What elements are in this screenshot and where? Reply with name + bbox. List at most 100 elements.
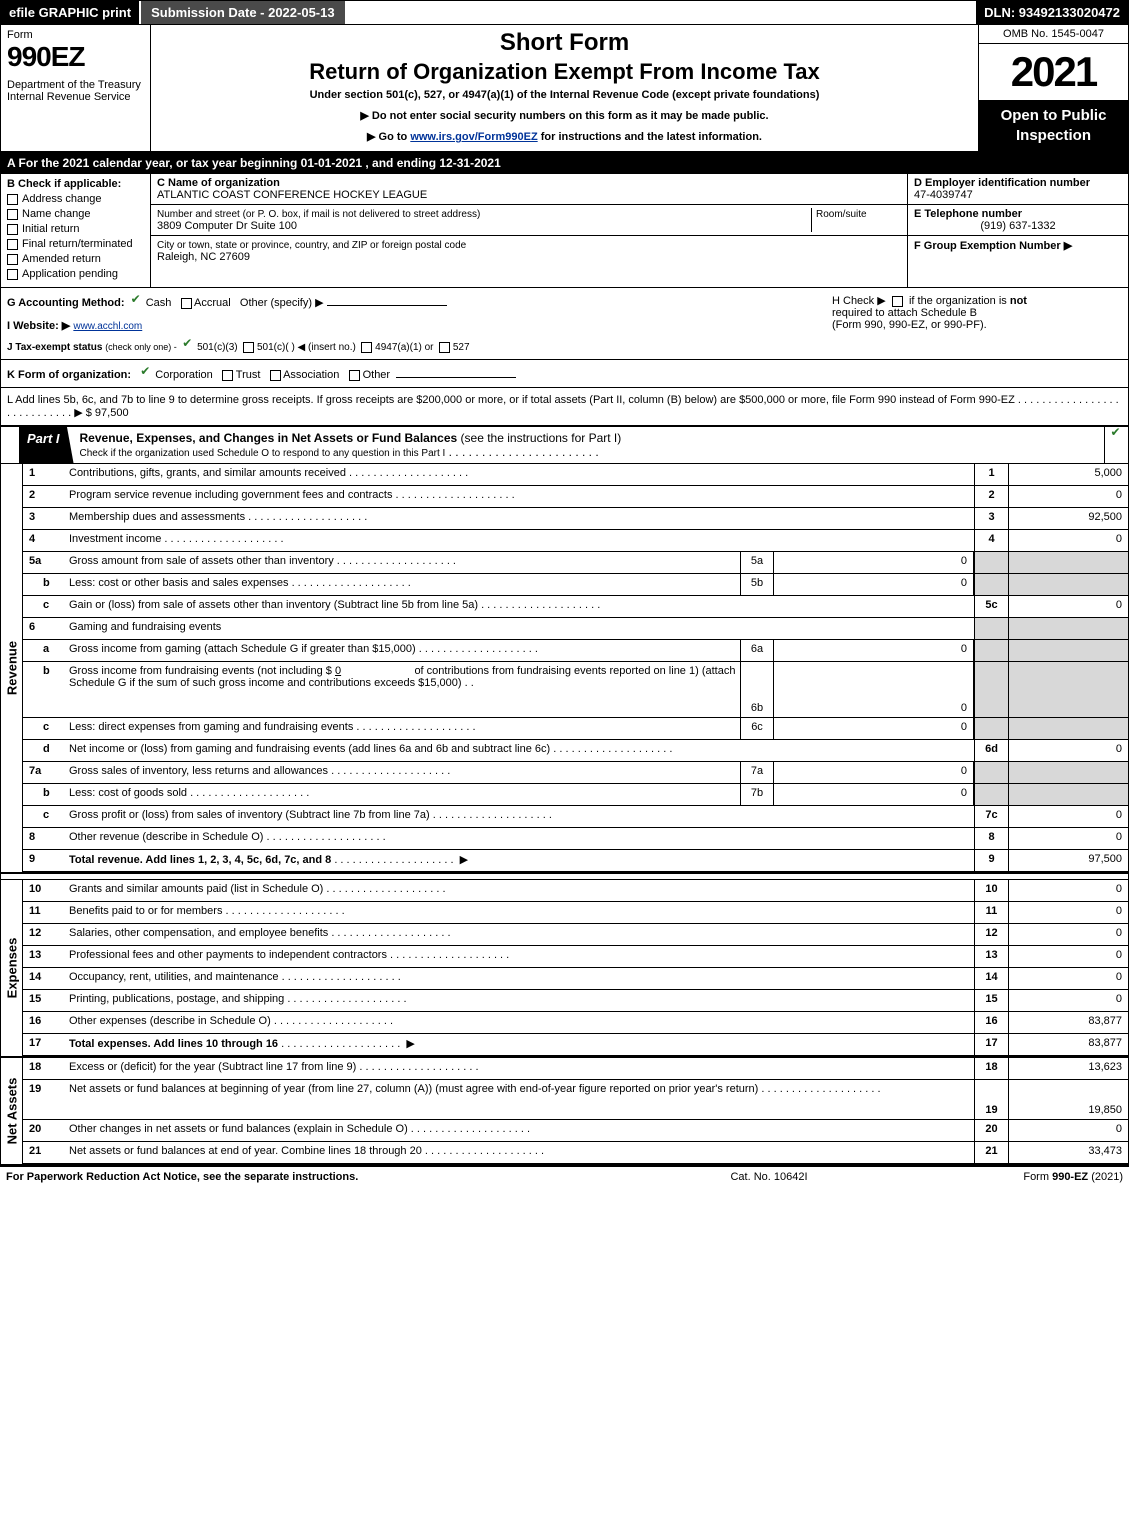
table-row: 20 Other changes in net assets or fund b… [23,1120,1128,1142]
line-k: K Form of organization: Corporation Trus… [1,360,1128,388]
header-center: Short Form Return of Organization Exempt… [151,25,978,151]
irs-link[interactable]: www.irs.gov/Form990EZ [410,131,537,143]
mid-val: 0 [774,718,974,739]
checkbox-icon[interactable] [892,296,903,307]
line-desc: Program service revenue including govern… [65,486,974,507]
checkbox-icon[interactable] [349,370,360,381]
chk-initial-return[interactable]: Initial return [7,223,144,235]
checkmark-icon [140,366,152,378]
table-row: 19 Net assets or fund balances at beginn… [23,1080,1128,1120]
note-goto: ▶ Go to www.irs.gov/Form990EZ for instru… [157,130,972,143]
other-org-input[interactable] [396,377,516,378]
col-cde: C Name of organization ATLANTIC COAST CO… [151,174,1128,287]
line-right-num: 9 [974,850,1008,871]
line-desc: Grants and similar amounts paid (list in… [65,880,974,901]
line-right-val: 83,877 [1008,1012,1128,1033]
table-row: 9 Total revenue. Add lines 1, 2, 3, 4, 5… [23,850,1128,872]
line-number: 15 [23,990,65,1011]
line-desc: Gaming and fundraising events [65,618,974,639]
table-row: 15 Printing, publications, postage, and … [23,990,1128,1012]
line-right-num: 7c [974,806,1008,827]
header-right: OMB No. 1545-0047 2021 Open to Public In… [978,25,1128,151]
table-row: 16 Other expenses (describe in Schedule … [23,1012,1128,1034]
table-row: b Less: cost or other basis and sales ex… [23,574,1128,596]
open-public-badge: Open to Public Inspection [979,100,1128,151]
line-right-val: 0 [1008,1120,1128,1141]
line-desc: Excess or (deficit) for the year (Subtra… [65,1058,974,1079]
line-right-num: 3 [974,508,1008,529]
mid-val: 0 [774,762,974,783]
line-number: c [23,596,65,617]
line-right-num [974,552,1008,573]
table-row: 4 Investment income . . . . . . . . . . … [23,530,1128,552]
line-desc: Net income or (loss) from gaming and fun… [65,740,974,761]
other-specify-input[interactable] [327,305,447,306]
checkbox-icon [7,209,18,220]
line-number: c [23,806,65,827]
mid-num: 6b [740,662,774,717]
website-link[interactable]: www.acchl.com [73,321,142,332]
checkbox-icon [7,194,18,205]
line-right-val: 0 [1008,968,1128,989]
line-right-num: 17 [974,1034,1008,1055]
expenses-section: Expenses 10 Grants and similar amounts p… [1,880,1128,1058]
part1-check[interactable] [1104,427,1128,463]
checkbox-icon[interactable] [181,298,192,309]
checkbox-icon[interactable] [222,370,233,381]
chk-final-return[interactable]: Final return/terminated [7,238,144,250]
line-number: 17 [23,1034,65,1055]
line-right-val: 5,000 [1008,464,1128,485]
checkbox-icon [7,269,18,280]
line-number: 10 [23,880,65,901]
line-number: b [23,574,65,595]
line-right-num: 14 [974,968,1008,989]
checkmark-icon [1111,427,1123,439]
cell-phone: E Telephone number (919) 637-1332 [908,205,1128,236]
line-number: 13 [23,946,65,967]
chk-name-change[interactable]: Name change [7,208,144,220]
dln-label: DLN: 93492133020472 [976,1,1128,24]
line-desc: Contributions, gifts, grants, and simila… [65,464,974,485]
tax-year: 2021 [979,44,1128,100]
line-right-num: 1 [974,464,1008,485]
checkbox-icon [7,224,18,235]
line-l: L Add lines 5b, 6c, and 7b to line 9 to … [1,388,1128,427]
footer-center: Cat. No. 10642I [515,1171,1024,1183]
section-gh: G Accounting Method: Cash Accrual Other … [1,288,1128,360]
checkbox-icon[interactable] [439,342,450,353]
chk-application-pending[interactable]: Application pending [7,268,144,280]
checkbox-icon[interactable] [270,370,281,381]
line-right-val: 0 [1008,924,1128,945]
chk-address-change[interactable]: Address change [7,193,144,205]
col-d-right: D Employer identification number 47-4039… [908,174,1128,287]
mid-num: 7a [740,762,774,783]
line-number: b [23,784,65,805]
line-right-num: 10 [974,880,1008,901]
cell-city: City or town, state or province, country… [151,236,907,266]
line-number: b [23,662,65,717]
line-desc: Other revenue (describe in Schedule O) .… [65,828,974,849]
line-number: 9 [23,850,65,871]
under-section-text: Under section 501(c), 527, or 4947(a)(1)… [157,89,972,101]
department-label: Department of the Treasury [7,79,144,91]
table-row: b Less: cost of goods sold . . . . . . .… [23,784,1128,806]
revenue-section: Revenue 1 Contributions, gifts, grants, … [1,464,1128,874]
checkbox-icon[interactable] [361,342,372,353]
chk-amended-return[interactable]: Amended return [7,253,144,265]
checkmark-icon [131,294,143,306]
table-row: 7a Gross sales of inventory, less return… [23,762,1128,784]
footer-left: For Paperwork Reduction Act Notice, see … [6,1171,515,1183]
checkbox-icon [7,239,18,250]
line-number: 11 [23,902,65,923]
line-desc: Other changes in net assets or fund bala… [65,1120,974,1141]
table-row: d Net income or (loss) from gaming and f… [23,740,1128,762]
efile-label[interactable]: efile GRAPHIC print [1,1,139,24]
checkbox-icon[interactable] [243,342,254,353]
footer: For Paperwork Reduction Act Notice, see … [0,1167,1129,1187]
netassets-vertical-label: Net Assets [1,1058,23,1164]
table-row: 2 Program service revenue including gove… [23,486,1128,508]
table-row: 11 Benefits paid to or for members . . .… [23,902,1128,924]
j-label: J Tax-exempt status [7,342,102,353]
cell-group-exemption: F Group Exemption Number ▶ [908,236,1128,255]
line-desc: Less: direct expenses from gaming and fu… [65,718,740,739]
